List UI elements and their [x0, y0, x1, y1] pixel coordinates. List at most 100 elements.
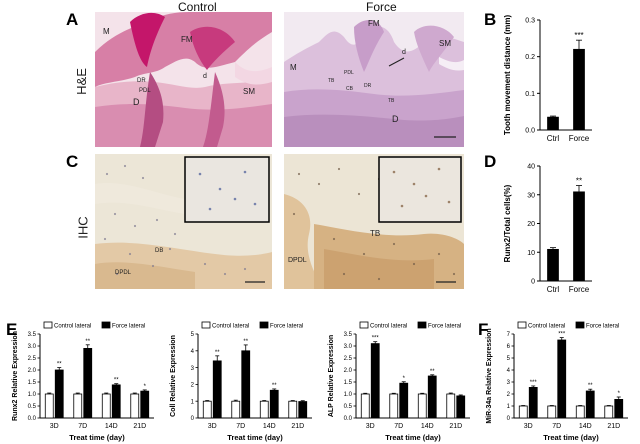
y-axis-label: MiR-34a Relative Expression	[486, 328, 493, 423]
significance-label: **	[588, 383, 593, 389]
significance-label: *	[618, 391, 621, 397]
x-tick-label: 3D	[50, 423, 59, 430]
ihc-control-label-db: DB	[155, 248, 163, 254]
force-bar	[298, 401, 308, 419]
force-bar	[456, 395, 466, 419]
x-tick-label: Ctrl	[547, 285, 560, 294]
y-axis-label: Runx2/Total cells(%)	[503, 184, 512, 262]
control-bar	[231, 400, 241, 419]
y-tick-label: 0.1	[525, 91, 535, 98]
control-bar	[604, 405, 614, 419]
y-axis-label: Coll Relative Expression	[170, 335, 177, 417]
control-bar	[360, 393, 370, 419]
column-title-force: Force	[366, 0, 397, 14]
he-control-label-sm: SM	[243, 87, 255, 96]
he-force-label-d-small: d	[402, 49, 406, 56]
x-tick-label: 21D	[607, 423, 620, 430]
y-tick-label: 3.0	[344, 344, 353, 350]
x-tick-label: 7D	[552, 423, 561, 430]
legend-swatch-control	[201, 321, 211, 329]
significance-label: **	[57, 362, 62, 368]
legend-label-force: Force lateral	[586, 324, 619, 330]
control-bar	[130, 393, 140, 419]
significance-label: *	[403, 376, 406, 382]
x-tick-label: 14D	[421, 423, 434, 430]
y-tick-label: 1.5	[28, 380, 37, 386]
significance-label: **	[243, 339, 248, 345]
significance-label: *	[144, 384, 147, 390]
force-bar	[585, 390, 595, 419]
legend-label-force: Force lateral	[112, 324, 145, 330]
significance-label: ***	[558, 332, 566, 338]
legend-label-control: Control lateral	[370, 324, 407, 330]
bar	[547, 248, 559, 282]
he-force-label-dr: DR	[364, 83, 372, 89]
he-force-label-cb: CB	[346, 86, 354, 92]
control-bar	[44, 393, 54, 419]
legend-swatch-force	[575, 321, 585, 329]
x-tick-label: 7D	[394, 423, 403, 430]
ihc-force-image: TB DPDL	[284, 154, 464, 289]
legend-swatch-control	[43, 321, 53, 329]
y-tick-label: 0	[507, 416, 511, 422]
y-tick-label: 2	[507, 392, 511, 398]
he-control-label-m: M	[103, 27, 110, 36]
y-tick-label: 3	[191, 366, 195, 372]
y-tick-label: 3.5	[344, 332, 353, 338]
force-bar	[370, 343, 380, 419]
y-tick-label: 1	[507, 404, 511, 410]
force-bar	[427, 375, 437, 419]
column-title-control: Control	[178, 0, 217, 14]
chart-e-runx2: 0.0 0.5 1.0 1.5 2.0 2.5 3.0 3.5 3D ** 7D ** 14D ** 21D…	[12, 321, 154, 442]
force-bar	[241, 350, 251, 419]
force-bar	[269, 389, 279, 419]
y-tick-label: 30	[527, 192, 535, 199]
control-bar	[518, 405, 528, 419]
y-tick-label: 4	[191, 349, 195, 355]
x-tick-label: 3D	[208, 423, 217, 430]
y-tick-label: 2.5	[344, 356, 353, 362]
y-tick-label: 0.0	[28, 416, 37, 422]
significance-label: ***	[372, 336, 380, 342]
ihc-control-micrograph: DB DPDL	[95, 154, 272, 289]
row-label-he: H&E	[73, 68, 89, 95]
panel-letter-d: D	[484, 152, 497, 171]
control-bar	[288, 400, 298, 419]
y-tick-label: 0.0	[344, 416, 353, 422]
y-tick-label: 5	[507, 356, 511, 362]
legend-label-control: Control lateral	[54, 324, 91, 330]
control-bar	[575, 405, 585, 419]
control-bar	[73, 393, 83, 419]
panel-letter-f: F	[478, 320, 489, 339]
y-tick-label: 3.5	[28, 332, 37, 338]
ihc-force-label-dpdl: DPDL	[288, 257, 307, 264]
y-tick-label: 2.0	[344, 368, 353, 374]
y-tick-label: 0.5	[28, 404, 37, 410]
he-control-label-fm: FM	[181, 35, 193, 44]
y-tick-label: 2.5	[28, 356, 37, 362]
control-bar	[389, 393, 399, 419]
y-tick-label: 0	[531, 279, 535, 286]
significance-label: **	[215, 350, 220, 356]
legend-label-control: Control lateral	[212, 324, 249, 330]
ihc-control-image: DB DPDL	[95, 154, 272, 289]
x-tick-label: 3D	[524, 423, 533, 430]
y-tick-label: 3	[507, 380, 511, 386]
he-control-label-d: D	[133, 97, 140, 107]
control-bar	[202, 400, 212, 419]
force-bar	[614, 399, 624, 419]
chart-e-alp: 0.0 0.5 1.0 1.5 2.0 2.5 3.0 3.5 3D *** 7D * 14D ** 21D…	[328, 321, 470, 442]
y-tick-label: 5	[191, 332, 195, 338]
significance-label: ***	[574, 31, 583, 40]
chart-f-mir34a: 0 1 2 3 4 5 6 7 3D *** 7D *** 14D ** 21D * Treat time (d…	[486, 321, 628, 442]
y-tick-label: 4	[507, 368, 511, 374]
y-tick-label: 0.0	[525, 128, 535, 135]
significance-label: **	[114, 378, 119, 384]
he-control-label-d-small: d	[203, 73, 207, 80]
x-tick-label: 14D	[579, 423, 592, 430]
y-tick-label: 0.3	[525, 18, 535, 25]
y-axis-label: ALP Relative Expression	[328, 335, 335, 417]
legend-swatch-force	[101, 321, 111, 329]
he-control-label-pdl: PDL	[139, 88, 151, 94]
